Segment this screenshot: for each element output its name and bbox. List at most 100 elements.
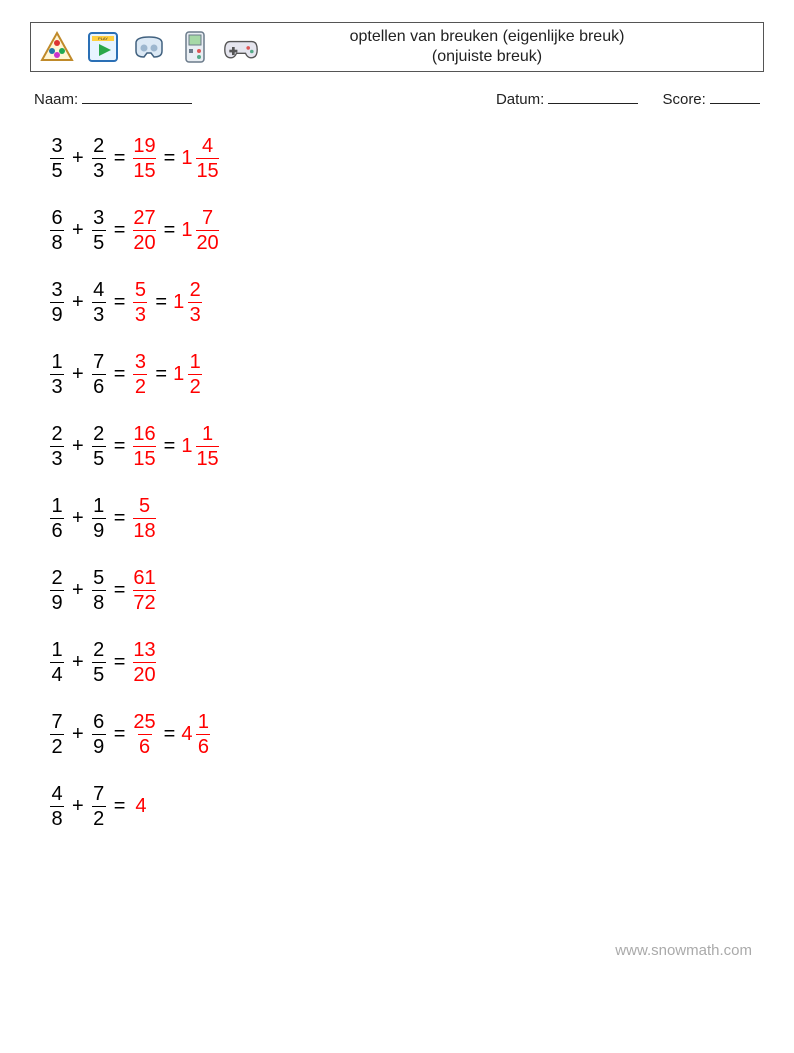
denominator: 3 [92,302,106,325]
mixed-number: 112 [173,352,204,397]
denominator: 5 [92,446,106,469]
fraction: 68 [48,208,66,253]
plus-operator: + [66,291,90,314]
numerator: 1 [198,712,209,734]
numerator: 2 [190,280,201,302]
problem-row: 48+72=4 [48,770,764,842]
denominator: 15 [196,158,218,181]
plus-operator: + [66,795,90,818]
fraction: 19 [90,496,108,541]
numerator: 7 [51,712,62,734]
fraction: 23 [48,424,66,469]
equals-sign: = [149,363,173,386]
denominator: 8 [92,590,106,613]
numerator: 2 [93,136,104,158]
answer-fraction: 256 [131,712,157,757]
numerator: 4 [202,136,213,158]
denominator: 15 [133,446,155,469]
answer-fraction: 1320 [131,640,157,685]
numerator: 1 [202,424,213,446]
fraction: 13 [48,352,66,397]
denominator: 5 [50,158,64,181]
plus-operator: + [66,651,90,674]
answer-fraction: 115 [194,424,220,469]
title-line-1: optellen van breuken (eigenlijke breuk) [259,27,715,47]
answer-fraction: 720 [194,208,220,253]
numerator: 2 [51,424,62,446]
footer-text: www.snowmath.com [615,942,752,959]
numerator: 3 [135,352,146,374]
equals-sign: = [108,579,132,602]
numerator: 2 [93,640,104,662]
mixed-number: 416 [181,712,212,757]
equals-sign: = [108,435,132,458]
numerator: 1 [51,640,62,662]
denominator: 20 [133,230,155,253]
plus-operator: + [66,363,90,386]
problem-row: 68+35=2720=1720 [48,194,764,266]
footer: www.snowmath.com [30,942,764,959]
problem-row: 13+76=32=112 [48,338,764,410]
numerator: 7 [202,208,213,230]
numerator: 2 [93,424,104,446]
numerator: 5 [135,280,146,302]
answer-fraction: 12 [186,352,204,397]
fraction: 39 [48,280,66,325]
numerator: 3 [51,280,62,302]
denominator: 3 [92,158,106,181]
problem-row: 35+23=1915=1415 [48,122,764,194]
denominator: 3 [50,446,64,469]
problem-row: 29+58=6172 [48,554,764,626]
fraction: 23 [90,136,108,181]
numerator: 5 [93,568,104,590]
fraction: 35 [90,208,108,253]
billiard-triangle-icon [39,29,75,65]
denominator: 15 [196,446,218,469]
numerator: 13 [133,640,155,662]
fraction: 29 [48,568,66,613]
numerator: 27 [133,208,155,230]
equals-sign: = [158,435,182,458]
denominator: 9 [92,734,106,757]
numerator: 6 [93,712,104,734]
fraction: 16 [48,496,66,541]
denominator: 6 [138,734,152,757]
equals-sign: = [149,291,173,314]
plus-operator: + [66,723,90,746]
numerator: 1 [51,352,62,374]
plus-operator: + [66,147,90,170]
equals-sign: = [108,363,132,386]
denominator: 18 [133,518,155,541]
numerator: 6 [51,208,62,230]
fraction: 25 [90,640,108,685]
numerator: 16 [133,424,155,446]
equals-sign: = [158,219,182,242]
answer-fraction: 1915 [131,136,157,181]
denominator: 20 [133,662,155,685]
denominator: 4 [50,662,64,685]
gamepad-icon [223,29,259,65]
meta-row: Naam: Datum: Score: [34,90,760,108]
numerator: 7 [93,352,104,374]
equals-sign: = [108,507,132,530]
mixed-number: 1720 [181,208,220,253]
denominator: 8 [50,230,64,253]
denominator: 2 [92,806,106,829]
numerator: 19 [133,136,155,158]
play-button-icon: PLAY [85,29,121,65]
fraction: 25 [90,424,108,469]
denominator: 2 [188,374,202,397]
svg-text:PLAY: PLAY [98,36,108,41]
answer-fraction: 415 [194,136,220,181]
numerator: 4 [93,280,104,302]
denominator: 5 [92,230,106,253]
mixed-number: 1115 [181,424,220,469]
answer-fraction: 53 [131,280,149,325]
vr-headset-icon [131,29,167,65]
mixed-whole: 1 [173,291,186,314]
denominator: 9 [92,518,106,541]
denominator: 20 [196,230,218,253]
numerator: 1 [93,496,104,518]
problem-row: 14+25=1320 [48,626,764,698]
plus-operator: + [66,435,90,458]
